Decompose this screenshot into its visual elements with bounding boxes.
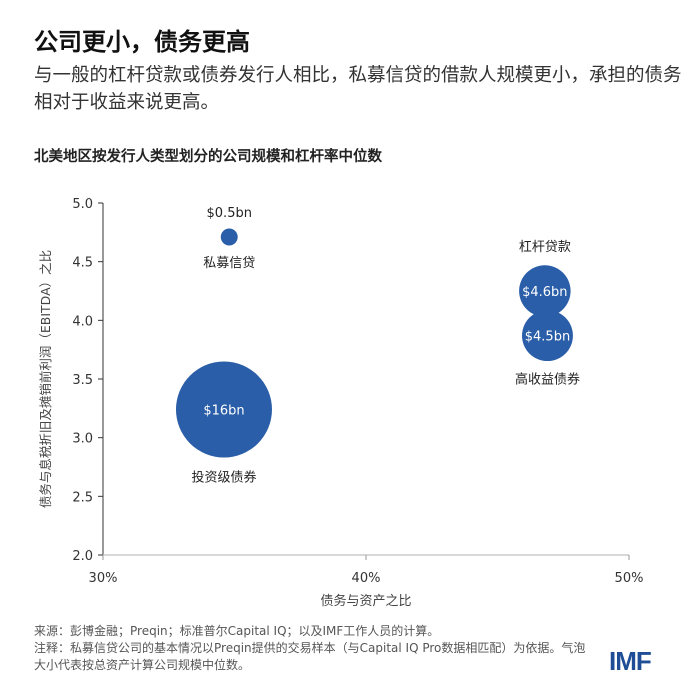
x-axis-label: 债务与资产之比 bbox=[320, 593, 411, 609]
bubble-size-label: $4.6bn bbox=[522, 285, 567, 300]
bubble bbox=[220, 228, 238, 246]
bubble-category-label: 高收益债券 bbox=[515, 372, 580, 388]
x-tick-label: 30% bbox=[89, 571, 118, 586]
y-tick-label: 2.0 bbox=[72, 549, 93, 564]
chart-title: 北美地区按发行人类型划分的公司规模和杠杆率中位数 bbox=[34, 149, 382, 165]
note-text: 注释：私募信贷公司的基本情况以Preqin提供的交易样本（与Capital IQ… bbox=[34, 641, 586, 672]
bubble-size-label: $0.5bn bbox=[207, 206, 252, 221]
x-tick-label: 50% bbox=[615, 571, 644, 586]
bubble-category-label: 杠杆贷款 bbox=[519, 239, 571, 255]
y-tick-label: 3.0 bbox=[72, 432, 93, 447]
footnotes: 来源：彭博金融；Preqin；标准普尔Capital IQ；以及IMF工作人员的… bbox=[34, 623, 594, 674]
bubble bbox=[522, 310, 573, 362]
y-axis-label: 债务与息税折旧及摊销前利润（EBITDA）之比 bbox=[38, 250, 53, 508]
x-tick-label: 40% bbox=[352, 571, 381, 586]
y-tick-label: 3.5 bbox=[72, 373, 93, 388]
y-tick-label: 5.0 bbox=[72, 197, 93, 212]
bubble-category-label: 投资级债券 bbox=[191, 470, 256, 486]
y-tick-label: 4.0 bbox=[72, 314, 93, 329]
bubble bbox=[175, 361, 272, 458]
bubble-category-label: 私募信贷 bbox=[203, 256, 255, 271]
imf-logo: IMF bbox=[609, 646, 652, 676]
page-subtitle: 与一般的杠杆贷款或债券发行人相比，私募信贷的借款人规模更小，承担的债务相对于收益… bbox=[34, 65, 682, 113]
bubble-size-label: $4.5bn bbox=[525, 330, 570, 345]
page-title: 公司更小，债务更高 bbox=[34, 28, 250, 56]
y-tick-label: 2.5 bbox=[72, 490, 93, 505]
source-note: 来源：彭博金融；Preqin；标准普尔Capital IQ；以及IMF工作人员的… bbox=[34, 624, 440, 638]
bubble-size-label: $16bn bbox=[203, 404, 244, 419]
bubble bbox=[519, 265, 571, 317]
y-tick-label: 4.5 bbox=[72, 256, 93, 271]
